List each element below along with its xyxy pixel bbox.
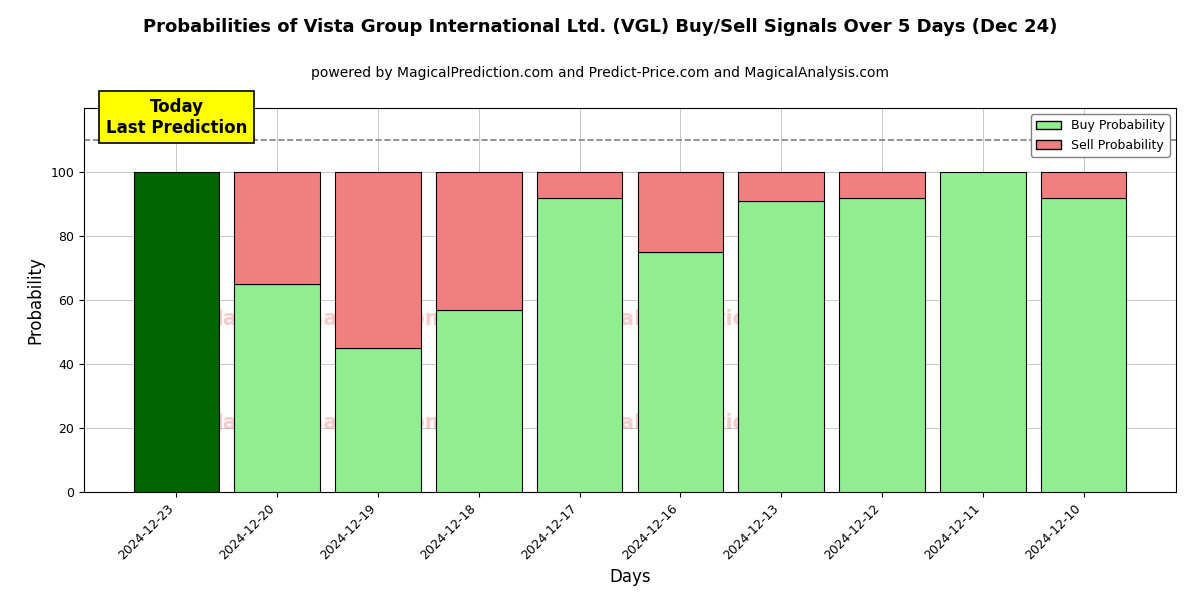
Y-axis label: Probability: Probability xyxy=(26,256,44,344)
Bar xyxy=(839,197,925,492)
Text: MagicalPrediction.com: MagicalPrediction.com xyxy=(551,309,818,329)
Text: MagicalAnalysis.com: MagicalAnalysis.com xyxy=(202,309,446,329)
Bar xyxy=(839,172,925,197)
Bar xyxy=(1040,172,1127,197)
Legend: Buy Probability, Sell Probability: Buy Probability, Sell Probability xyxy=(1031,114,1170,157)
Bar xyxy=(234,284,320,492)
Bar xyxy=(637,252,724,492)
Bar xyxy=(738,172,824,201)
Bar xyxy=(637,172,724,252)
Bar xyxy=(133,172,220,492)
Bar xyxy=(940,172,1026,492)
Bar xyxy=(536,172,623,197)
Text: MagicalPrediction.com: MagicalPrediction.com xyxy=(551,413,818,433)
Text: Probabilities of Vista Group International Ltd. (VGL) Buy/Sell Signals Over 5 Da: Probabilities of Vista Group Internation… xyxy=(143,18,1057,36)
X-axis label: Days: Days xyxy=(610,568,650,586)
Bar xyxy=(436,310,522,492)
Text: MagicalAnalysis.com: MagicalAnalysis.com xyxy=(202,413,446,433)
Bar xyxy=(335,348,421,492)
Text: Today
Last Prediction: Today Last Prediction xyxy=(106,98,247,137)
Text: powered by MagicalPrediction.com and Predict-Price.com and MagicalAnalysis.com: powered by MagicalPrediction.com and Pre… xyxy=(311,66,889,80)
Bar xyxy=(234,172,320,284)
Bar xyxy=(335,172,421,348)
Bar xyxy=(536,197,623,492)
Bar xyxy=(1040,197,1127,492)
Bar xyxy=(738,201,824,492)
Bar xyxy=(436,172,522,310)
